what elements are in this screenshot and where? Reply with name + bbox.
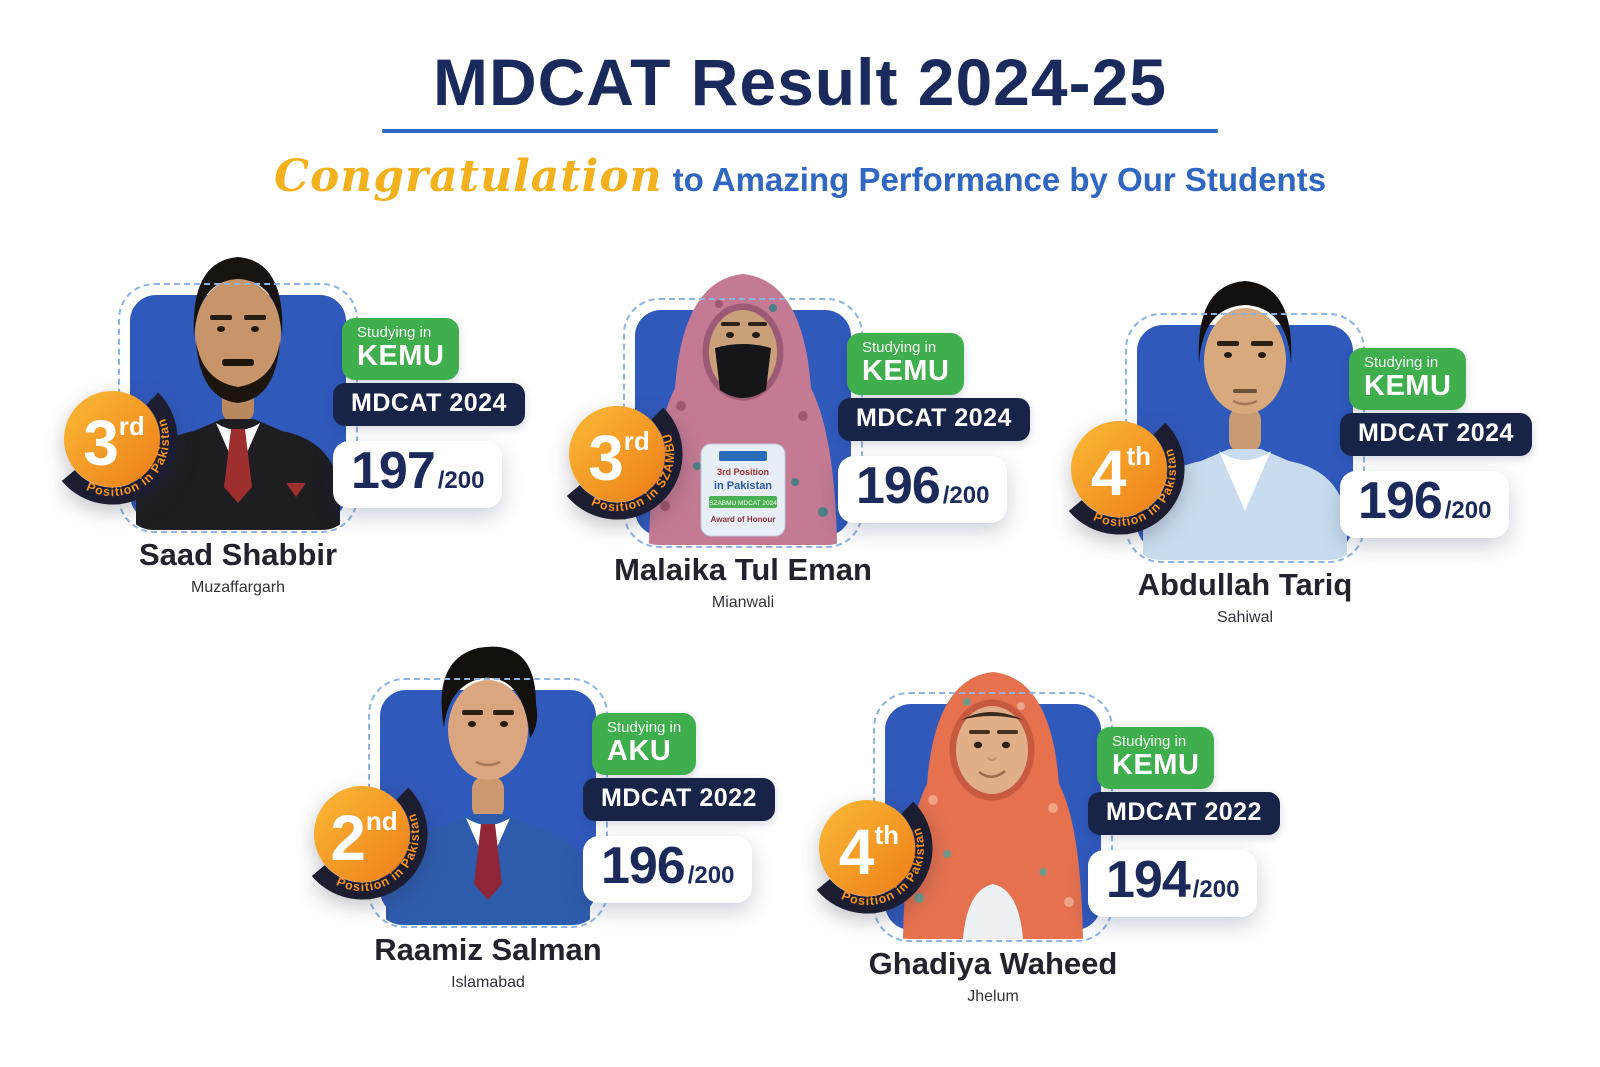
university-badge: Studying in KEMU	[847, 333, 965, 396]
rank-arc	[816, 801, 933, 914]
header: MDCAT Result 2024-25 Congratulation to Am…	[0, 46, 1600, 202]
rank-badge: 4th Position in Pakistan	[816, 800, 933, 914]
plaque-line-3: SZABMU MDCAT 2024	[709, 500, 777, 507]
plaque-line-2: in Pakistan	[714, 480, 772, 492]
student-photo-illustration: 3rd Position in Pakistan SZABMU MDCAT 20…	[649, 274, 837, 545]
rank-suffix: rd	[624, 426, 650, 456]
plaque-line-1: 3rd Position	[717, 467, 769, 477]
student-photo	[122, 241, 354, 530]
rank-badge: 4th Position in Pakistan	[1068, 421, 1185, 535]
rank-arc	[61, 392, 178, 505]
studying-in-label: Studying in	[1112, 733, 1187, 750]
exam-badge: MDCAT 2024	[838, 398, 1030, 441]
student-card: Studying in AKU MDCAT 2022 196 /200 2nd …	[311, 646, 775, 991]
student-name: Ghadiya Waheed	[868, 946, 1118, 981]
score-total: /200	[1444, 497, 1492, 524]
university-badge: Studying in KEMU	[342, 318, 460, 381]
rank-number: 4th	[1091, 437, 1151, 509]
score-total: /200	[437, 467, 485, 494]
subtitle-text: Congratulation to Amazing Performance by …	[0, 151, 1600, 202]
score-total: /200	[1192, 876, 1240, 903]
student-card: Studying in KEMU MDCAT 2024 197 /200 3rd…	[61, 257, 525, 596]
score-value: 196	[856, 457, 941, 515]
university-name: KEMU	[1112, 748, 1200, 781]
congratulation-script: Congratulation	[273, 150, 663, 202]
score-value: 194	[1106, 851, 1191, 909]
score-card: 196 /200	[1340, 471, 1510, 539]
exam-badge: MDCAT 2024	[333, 383, 525, 426]
rank-arc	[566, 407, 683, 520]
university-badge: Studying in KEMU	[1097, 727, 1215, 790]
student-name: Raamiz Salman	[374, 932, 602, 967]
student-city: Muzaffargarh	[191, 579, 285, 596]
rank-arc	[1068, 422, 1185, 535]
student-name: Abdullah Tariq	[1137, 567, 1353, 602]
rank-circle	[569, 406, 665, 502]
rank-suffix: rd	[119, 411, 145, 441]
exam-badge: MDCAT 2022	[1088, 792, 1280, 835]
student-photo	[372, 636, 604, 925]
rank-suffix: th	[875, 820, 900, 850]
score-total: /200	[942, 482, 990, 509]
subtitle-rest: to Amazing Performance by Our Students	[672, 160, 1327, 198]
rank-arc	[311, 787, 428, 900]
student-photo-illustration	[1143, 281, 1347, 560]
student-city: Mianwali	[711, 594, 775, 611]
studying-in-label: Studying in	[1364, 354, 1439, 371]
student-photo	[877, 650, 1109, 939]
rank-number: 3rd	[588, 422, 650, 494]
rank-badge: 3rd Position in SZAMBU	[566, 406, 683, 520]
student-photo-illustration	[136, 257, 340, 530]
score-value: 197	[351, 442, 436, 500]
student-city: Islamabad	[451, 974, 525, 991]
university-badge: Studying in AKU	[592, 713, 697, 776]
university-badge: Studying in KEMU	[1349, 348, 1467, 411]
student-card: 3rd Position in Pakistan SZABMU MDCAT 20…	[566, 274, 1030, 611]
plaque-line-4: Award of Honour	[711, 515, 776, 524]
student-city: Sahiwal	[1216, 609, 1274, 626]
rank-suffix: nd	[366, 806, 398, 836]
university-name: KEMU	[1364, 369, 1452, 402]
student-card: Studying in KEMU MDCAT 2024 196 /200 4th…	[1068, 281, 1532, 626]
studying-in-label: Studying in	[357, 324, 432, 341]
student-photo-illustration	[386, 646, 590, 925]
page-title: MDCAT Result 2024-25	[433, 45, 1167, 119]
rank-number: 3rd	[83, 407, 145, 479]
rank-circle	[819, 800, 915, 896]
exam-badge: MDCAT 2024	[1340, 413, 1532, 456]
student-card: Studying in KEMU MDCAT 2022 194 /200 4th…	[816, 672, 1280, 1005]
rank-circle	[64, 391, 160, 487]
score-card: 194 /200	[1088, 850, 1258, 918]
score-value: 196	[601, 837, 686, 895]
student-name: Saad Shabbir	[138, 537, 338, 572]
university-name: AKU	[607, 734, 672, 767]
score-total: /200	[687, 862, 735, 889]
student-photo: 3rd Position in Pakistan SZABMU MDCAT 20…	[627, 256, 859, 545]
score-card: 197 /200	[333, 441, 503, 509]
studying-in-label: Studying in	[607, 719, 682, 736]
score-card: 196 /200	[583, 836, 753, 904]
title-underline	[382, 128, 1218, 133]
rank-circle	[314, 786, 410, 882]
exam-badge: MDCAT 2022	[583, 778, 775, 821]
student-photo-illustration	[903, 672, 1083, 939]
student-photo	[1129, 271, 1361, 560]
student-name: Malaika Tul Eman	[614, 552, 872, 587]
award-plaque: 3rd Position in Pakistan SZABMU MDCAT 20…	[700, 443, 786, 537]
university-name: KEMU	[862, 354, 950, 387]
rank-number: 2nd	[330, 802, 397, 874]
student-city: Jhelum	[967, 988, 1019, 1005]
rank-badge: 3rd Position in Pakistan	[61, 391, 178, 505]
score-value: 196	[1358, 472, 1443, 530]
studying-in-label: Studying in	[862, 339, 937, 356]
rank-circle	[1071, 421, 1167, 517]
rank-suffix: th	[1127, 441, 1152, 471]
score-card: 196 /200	[838, 456, 1008, 524]
rank-badge: 2nd Position in Pakistan	[311, 786, 428, 900]
university-name: KEMU	[357, 339, 445, 372]
rank-number: 4th	[839, 816, 899, 888]
